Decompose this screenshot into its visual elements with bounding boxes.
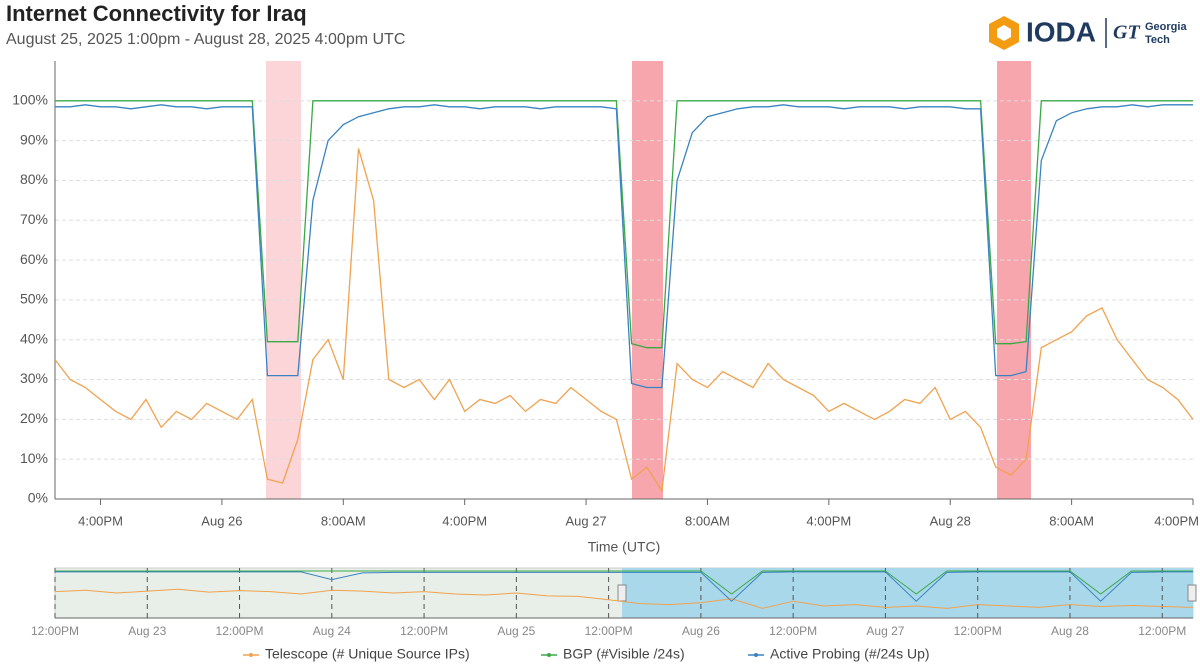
y-tick-label: 0% (28, 490, 48, 506)
outage-band (997, 61, 1031, 499)
y-tick-label: 70% (20, 211, 48, 227)
logo-text: IODA (1026, 16, 1096, 47)
org-name: Georgia (1145, 21, 1187, 33)
series-line (55, 100, 1193, 349)
x-tick-label: Aug 27 (565, 513, 606, 528)
chart-title: Internet Connectivity for Iraq (6, 1, 307, 26)
x-tick-label: 8:00AM (1049, 513, 1094, 528)
series-line (55, 570, 1193, 595)
legend-label[interactable]: Telescope (# Unique Source IPs) (265, 646, 470, 662)
x-tick-label: Aug 28 (1051, 624, 1089, 638)
x-tick-label: Aug 28 (930, 513, 971, 528)
x-tick-label: 12:00PM (585, 624, 633, 638)
outage-band (266, 61, 301, 499)
y-tick-label: 80% (20, 171, 48, 187)
y-tick-label: 10% (20, 450, 48, 466)
y-tick-label: 90% (20, 131, 48, 147)
navigator-handle[interactable] (1187, 584, 1197, 602)
x-tick-label: 4:00PM (78, 513, 123, 528)
x-tick-label: Aug 25 (497, 624, 535, 638)
series-line (55, 104, 1193, 389)
x-tick-label: 12:00PM (400, 624, 448, 638)
logo: IODA GT Georgia Tech (989, 16, 1187, 50)
outage-band (632, 61, 663, 499)
org-name: Tech (1145, 34, 1170, 46)
legend-label[interactable]: Active Probing (#/24s Up) (770, 646, 930, 662)
chart-subtitle: August 25, 2025 1:00pm - August 28, 2025… (6, 31, 405, 48)
x-tick-label: 8:00AM (685, 513, 730, 528)
x-tick-label: 4:00PM (1154, 513, 1199, 528)
logo-icon-inner (997, 25, 1011, 41)
gt-mark: GT (1113, 22, 1140, 44)
outage-shading (266, 61, 1031, 499)
y-tick-label: 20% (20, 410, 48, 426)
series-line (54, 148, 1194, 493)
x-tick-label: 12:00PM (1138, 624, 1186, 638)
y-tick-label: 100% (12, 92, 48, 108)
x-tick-label: Aug 24 (313, 624, 351, 638)
navigator-frame (54, 567, 1197, 619)
x-tick-label: Aug 27 (866, 624, 904, 638)
x-tick-label: 4:00PM (442, 513, 487, 528)
legend-swatch-dot (754, 653, 758, 657)
y-tick-label: 50% (20, 291, 48, 307)
y-tick-label: 60% (20, 251, 48, 267)
x-tick-label: 12:00PM (954, 624, 1002, 638)
series-line (54, 588, 1194, 609)
series-line (55, 571, 1193, 602)
x-tick-label: 4:00PM (806, 513, 851, 528)
x-tick-label: 12:00PM (216, 624, 264, 638)
x-tick-label: Aug 26 (201, 513, 242, 528)
x-tick-label: Aug 26 (682, 624, 720, 638)
y-tick-label: 40% (20, 330, 48, 346)
x-tick-label: Aug 23 (128, 624, 166, 638)
navigator-handle[interactable] (617, 584, 627, 602)
y-tick-label: 30% (20, 370, 48, 386)
legend-label[interactable]: BGP (#Visible /24s) (563, 646, 685, 662)
legend-swatch-dot (547, 653, 551, 657)
x-axis-label: Time (UTC) (588, 539, 661, 555)
legend-swatch-dot (249, 653, 253, 657)
x-tick-label: 8:00AM (321, 513, 366, 528)
x-tick-label: 12:00PM (769, 624, 817, 638)
x-tick-label: 12:00PM (31, 624, 79, 638)
